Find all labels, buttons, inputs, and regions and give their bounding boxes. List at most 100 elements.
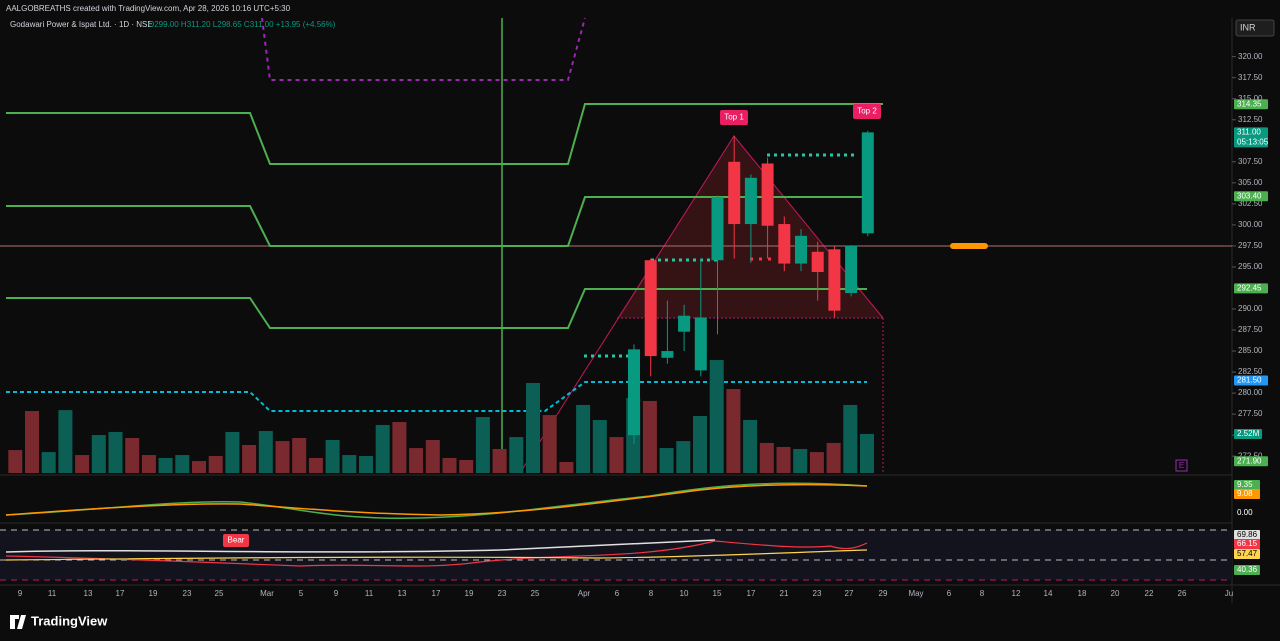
volume-bar (709, 360, 724, 473)
x-tick-label: 17 (432, 589, 441, 598)
volume-bar (41, 452, 56, 473)
top2-label: Top 2 (857, 107, 877, 116)
x-tick-label: 17 (116, 589, 125, 598)
x-tick-label: 5 (299, 589, 304, 598)
x-tick-label: 12 (1012, 589, 1021, 598)
x-tick-label: 23 (813, 589, 822, 598)
x-tick-label: 19 (149, 589, 158, 598)
price-label: 303.40 (1237, 191, 1262, 200)
y-tick-label: 287.50 (1238, 325, 1263, 334)
x-tick-label: 13 (398, 589, 407, 598)
indicator-label-box (1234, 565, 1260, 575)
volume-bar (58, 410, 73, 473)
logo: TradingView (31, 613, 108, 628)
y-tick-label: 272.50 (1238, 451, 1263, 460)
top1-tag (720, 110, 748, 125)
x-tick-label: 26 (1178, 589, 1187, 598)
volume-bar (158, 457, 173, 473)
x-tick-label: 23 (498, 589, 507, 598)
y-tick-label: 297.50 (1238, 241, 1263, 250)
top2-tag (853, 104, 881, 119)
earnings-box[interactable] (1175, 459, 1188, 472)
top1-label: Top 1 (724, 113, 744, 122)
signal-line (5, 483, 868, 516)
volume-bar (108, 431, 123, 473)
volume-bar (342, 455, 357, 473)
x-tick-label: 21 (780, 589, 789, 598)
x-tick-label: 8 (649, 589, 654, 598)
volume-bar (125, 437, 140, 473)
indicator-label-box (1234, 530, 1260, 540)
volume-bar (809, 452, 824, 473)
symbol: Godawari Power & Ispat Ltd. · 1D · NSE (10, 20, 153, 29)
y-tick-label: 305.00 (1238, 178, 1263, 187)
x-tick-label: 27 (845, 589, 854, 598)
price-label-box (1234, 456, 1268, 467)
candle-body (644, 260, 657, 357)
y-tick-label: 295.00 (1238, 262, 1263, 271)
volume-bar (25, 411, 39, 473)
bear-label: Bear (228, 536, 245, 545)
x-tick-label: 15 (713, 589, 722, 598)
candle-body (711, 197, 724, 261)
line-tag (950, 243, 988, 249)
price-label: 271.90 (1237, 456, 1262, 465)
x-tick-label: Mar (260, 589, 274, 598)
volume-bar (559, 462, 574, 473)
logo-icon (10, 615, 26, 629)
volume-bar (8, 450, 23, 473)
rsi-band (0, 530, 1232, 580)
indicator-label-box (1234, 549, 1260, 559)
volume-bar (192, 461, 206, 473)
purple-channel (261, 17, 586, 81)
volume-label: 2.52M (1237, 429, 1260, 438)
bear-tag (223, 534, 249, 547)
price-label: 311.00 (1237, 127, 1261, 136)
candle-body (628, 349, 640, 436)
candle-body (744, 177, 757, 225)
macd-line (5, 482, 868, 519)
volume-bar (743, 420, 758, 473)
volume-bar (91, 435, 106, 473)
rsi-smooth-line (5, 549, 868, 561)
price-label: 281.50 (1237, 376, 1262, 385)
candle-body (828, 249, 841, 311)
volume-bar (225, 431, 240, 473)
earnings-label[interactable]: E (1179, 461, 1184, 470)
volume-bar (642, 400, 657, 473)
y-tick-label: 312.50 (1238, 115, 1263, 124)
x-tick-label: 6 (615, 589, 620, 598)
x-tick-label: 10 (680, 589, 689, 598)
candle-body (811, 251, 824, 272)
x-tick-label: 19 (465, 589, 474, 598)
price-label-box (1234, 375, 1268, 386)
y-tick-label: 280.00 (1238, 388, 1263, 397)
pattern-fill (617, 136, 883, 318)
indicator-label: 9.08 (1237, 489, 1253, 498)
currency-box[interactable] (1235, 19, 1275, 37)
price-label-box (1234, 283, 1268, 294)
upper-band (6, 103, 883, 165)
y-tick-label: 277.50 (1238, 409, 1263, 418)
volume-bar (275, 441, 290, 473)
x-tick-label: 25 (531, 589, 540, 598)
volume-bar (141, 455, 156, 473)
x-tick-label: 20 (1111, 589, 1120, 598)
x-tick-label: 29 (879, 589, 888, 598)
currency[interactable]: INR (1240, 22, 1256, 32)
indicator-label: 0.00 (1237, 508, 1253, 517)
x-tick-label: 11 (48, 589, 57, 598)
volume-bar (793, 448, 808, 473)
volume-bar (325, 440, 340, 473)
indicator-label: 66.15 (1237, 539, 1258, 548)
x-tick-label: 22 (1145, 589, 1154, 598)
volume-bar (526, 382, 540, 473)
lower-band (6, 288, 867, 329)
y-tick-label: 317.50 (1238, 73, 1263, 82)
volume-bar (860, 433, 874, 473)
volume-bar (208, 455, 223, 473)
price-label-box (1234, 99, 1268, 110)
x-tick-label: 6 (947, 589, 952, 598)
